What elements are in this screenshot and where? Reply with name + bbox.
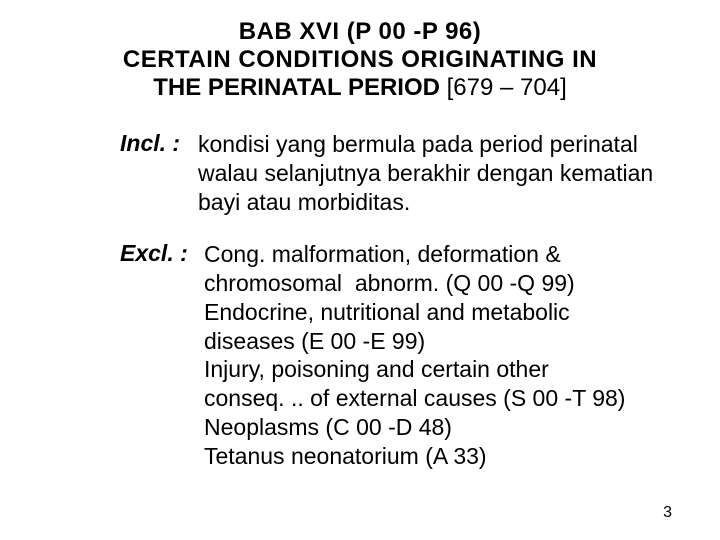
chapter-code: BAB XVI (P 00 -P 96) <box>40 18 680 46</box>
title-bold-part: THE PERINATAL PERIOD <box>153 74 446 101</box>
title-range: [679 – 704] <box>447 74 567 101</box>
excludes-text: Cong. malformation, deformation & chromo… <box>204 240 625 470</box>
chapter-title-line1: CERTAIN CONDITIONS ORIGINATING IN <box>40 46 680 74</box>
includes-section: Incl. : kondisi yang bermula pada period… <box>120 130 680 216</box>
includes-label: Incl. : <box>120 130 198 157</box>
page-number: 3 <box>663 504 672 522</box>
chapter-title-line2: THE PERINATAL PERIOD [679 – 704] <box>40 74 680 102</box>
slide-header: BAB XVI (P 00 -P 96) CERTAIN CONDITIONS … <box>40 18 680 102</box>
excludes-section: Excl. : Cong. malformation, deformation … <box>120 240 680 470</box>
includes-text: kondisi yang bermula pada period perinat… <box>198 130 680 216</box>
excludes-label: Excl. : <box>120 240 198 267</box>
